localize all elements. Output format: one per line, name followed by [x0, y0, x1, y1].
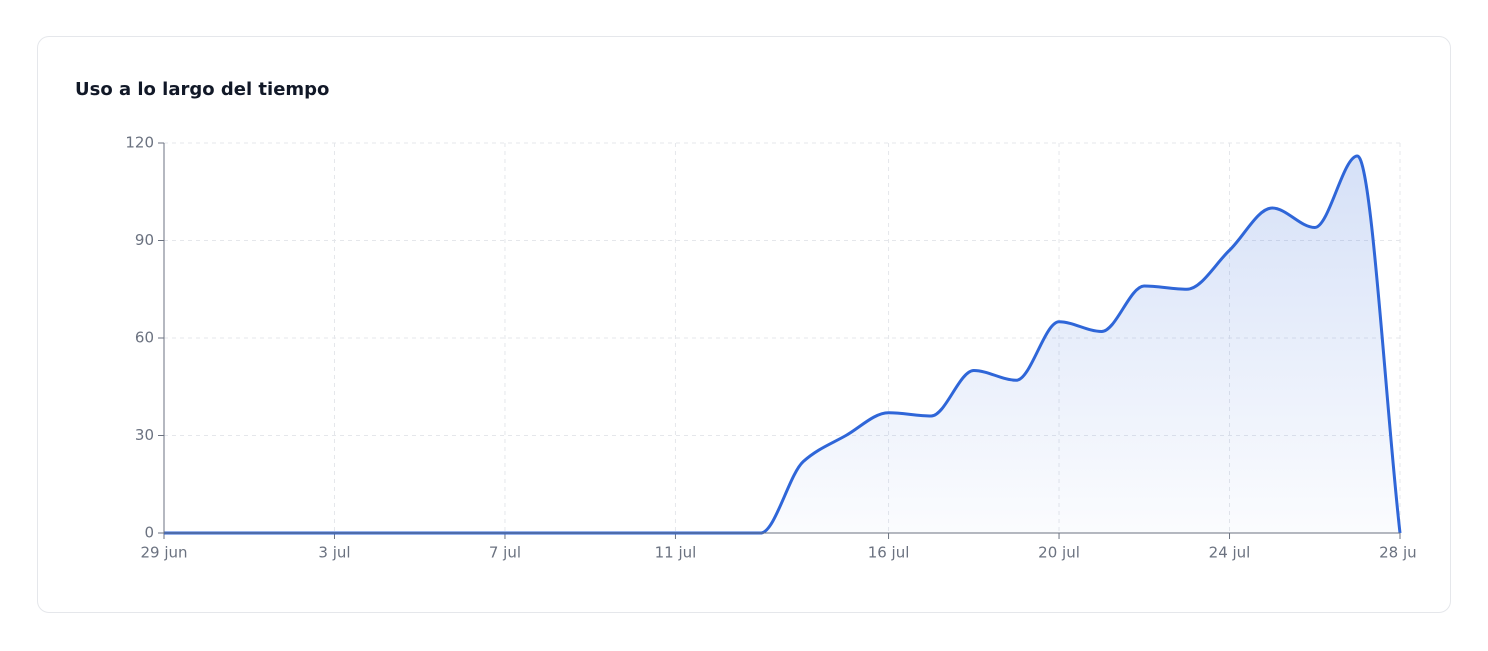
x-tick-label: 29 jun	[140, 544, 187, 562]
y-tick-label: 120	[125, 134, 154, 152]
x-tick-label: 28 jul	[1379, 544, 1418, 562]
x-tick-label: 24 jul	[1209, 544, 1251, 562]
y-tick-label: 30	[135, 426, 154, 444]
y-tick-label: 90	[135, 231, 154, 249]
y-tick-label: 0	[144, 524, 154, 542]
y-tick-label: 60	[135, 329, 154, 347]
chart-title: Uso a lo largo del tiempo	[75, 79, 329, 100]
x-tick-label: 3 jul	[318, 544, 350, 562]
x-tick-label: 20 jul	[1038, 544, 1080, 562]
area-fill	[164, 156, 1400, 533]
x-tick-label: 11 jul	[655, 544, 697, 562]
chart: Uso a lo largo del tiempo 0 30 60 90 120 29 j…	[75, 79, 1418, 562]
x-tick-label: 7 jul	[489, 544, 521, 562]
chart-card: Uso a lo largo del tiempo 0 30 60 90 120 29 j…	[37, 36, 1451, 613]
x-tick-label: 16 jul	[868, 544, 910, 562]
